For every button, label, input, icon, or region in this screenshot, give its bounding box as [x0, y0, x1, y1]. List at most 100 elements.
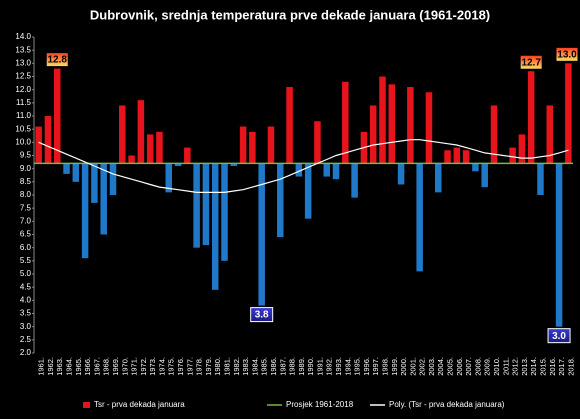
- bar: [277, 163, 284, 238]
- y-tick-label: 9.0: [20, 164, 32, 173]
- bar: [332, 163, 340, 180]
- x-tick-label: 1963.: [55, 357, 64, 376]
- x-tick-label: 2015.: [538, 357, 547, 376]
- bar: [397, 163, 405, 185]
- trend-line: [38, 139, 569, 193]
- x-tick-label: 1977.: [185, 357, 194, 376]
- bar: [453, 147, 461, 164]
- legend-label: Prosjek 1961-2018: [286, 400, 354, 409]
- x-tick-label: 1961.: [37, 357, 46, 376]
- x-tick-label: 1994.: [343, 357, 352, 376]
- bar: [444, 150, 451, 164]
- x-tick-label: 2013.: [520, 357, 529, 376]
- x-tick-label: 2017.: [557, 357, 566, 376]
- y-tick-label: 2.5: [20, 335, 32, 344]
- x-tick-label: 1998.: [380, 357, 389, 376]
- x-tick-label: 1974.: [157, 357, 166, 376]
- bar: [351, 163, 358, 198]
- bar: [221, 163, 228, 261]
- x-tick-label: 1982.: [232, 357, 241, 376]
- x-tick-label: 1983.: [241, 357, 250, 376]
- bar: [165, 163, 173, 193]
- x-tick-label: 2008.: [473, 357, 482, 376]
- bar: [193, 163, 200, 248]
- x-tick-label: 2009.: [483, 357, 492, 376]
- bar: [314, 121, 321, 164]
- x-tick-label: 1970.: [120, 357, 129, 376]
- x-tick-label: 1989.: [297, 357, 306, 376]
- bar: [109, 163, 117, 195]
- y-tick-label: 6.0: [20, 243, 32, 252]
- x-tick-label: 1962.: [46, 357, 55, 376]
- bar: [472, 163, 479, 172]
- y-tick-label: 10.5: [15, 124, 31, 133]
- bar: [379, 76, 386, 164]
- bar: [434, 163, 442, 193]
- bar: [490, 105, 498, 164]
- bar: [416, 163, 423, 272]
- bar: [174, 163, 182, 167]
- x-tick-label: 2016.: [548, 357, 557, 376]
- bar: [202, 163, 210, 246]
- y-tick-label: 13.0: [15, 58, 31, 67]
- x-tick-label: 1988.: [288, 357, 297, 376]
- x-tick-label: 2012.: [511, 357, 520, 376]
- x-tick-label: 2018.: [566, 357, 575, 376]
- y-tick-label: 14.0: [15, 32, 31, 41]
- bar: [481, 163, 488, 188]
- x-tick-label: 1981.: [222, 357, 231, 376]
- bar: [369, 105, 377, 164]
- x-tick-label: 1968.: [102, 357, 111, 376]
- x-tick-label: 1997.: [371, 357, 380, 376]
- y-tick-label: 12.0: [15, 85, 31, 94]
- bar: [35, 126, 42, 164]
- x-tick-label: 1964.: [65, 357, 74, 376]
- x-tick-label: 1967.: [92, 357, 101, 376]
- x-tick-label: 1976.: [176, 357, 185, 376]
- bar: [546, 105, 554, 164]
- data-label-box: [547, 328, 571, 344]
- chart-title: Dubrovnik, srednja temperatura prve deka…: [90, 7, 490, 22]
- y-tick-label: 7.5: [20, 203, 32, 212]
- x-tick-label: 1971.: [130, 357, 139, 376]
- data-label-box: [519, 54, 543, 70]
- x-tick-label: 1984.: [250, 357, 259, 376]
- bar: [119, 105, 126, 164]
- bar: [249, 131, 256, 164]
- y-tick-label: 3.0: [20, 322, 32, 331]
- y-tick-label: 7.0: [20, 216, 32, 225]
- y-tick-label: 5.0: [20, 269, 32, 278]
- bar: [565, 63, 572, 164]
- data-label: 3.8: [255, 310, 269, 321]
- x-tick-label: 1985.: [260, 357, 269, 376]
- data-label: 3.0: [552, 331, 566, 342]
- x-tick-label: 2005.: [446, 357, 455, 376]
- y-tick-label: 11.0: [16, 111, 32, 120]
- x-tick-label: 1995.: [353, 357, 362, 376]
- bar: [44, 116, 52, 164]
- bar: [63, 163, 70, 174]
- x-tick-label: 1993.: [334, 357, 343, 376]
- x-tick-label: 2003.: [427, 357, 436, 376]
- bar: [527, 71, 535, 164]
- bar: [211, 163, 219, 290]
- bar: [388, 84, 396, 164]
- bar: [286, 87, 293, 164]
- bar: [128, 155, 135, 164]
- x-tick-label: 1978.: [195, 357, 204, 376]
- bar: [156, 131, 163, 164]
- x-tick-label: 1991.: [315, 357, 324, 376]
- x-tick-label: 1972.: [139, 357, 148, 376]
- y-tick-label: 6.5: [20, 230, 32, 239]
- bar: [304, 163, 312, 219]
- y-tick-label: 5.5: [20, 256, 32, 265]
- x-tick-label: 2010.: [492, 357, 501, 376]
- bar: [239, 126, 247, 164]
- bar: [537, 163, 544, 195]
- bar: [184, 147, 191, 164]
- x-tick-label: 1999.: [390, 357, 399, 376]
- bar: [100, 163, 107, 235]
- y-tick-label: 10.0: [15, 137, 31, 146]
- y-tick-label: 2.0: [20, 348, 32, 357]
- data-label: 12.8: [47, 55, 67, 66]
